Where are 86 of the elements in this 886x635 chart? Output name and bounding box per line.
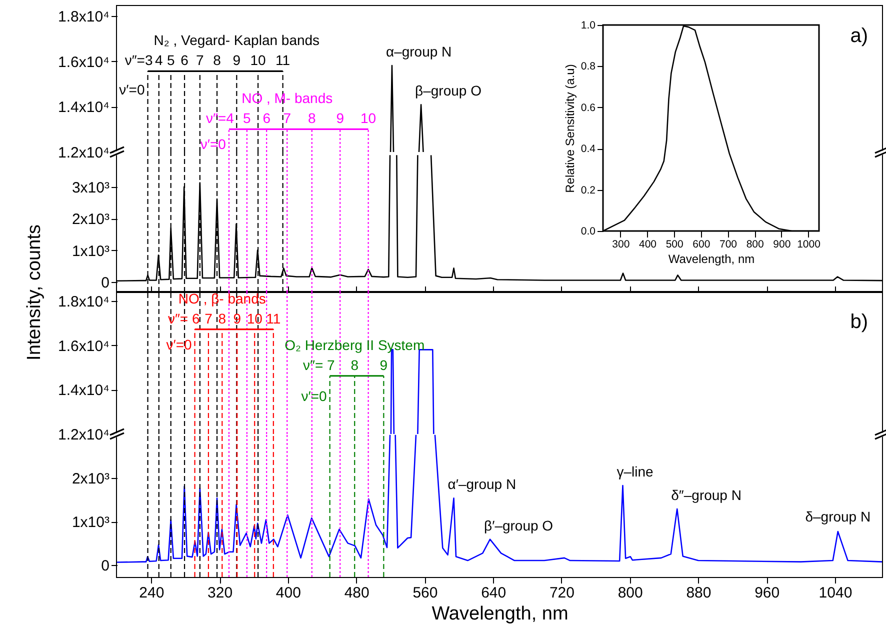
- y-tick-label: 0.2: [580, 184, 596, 196]
- ref-line-label: NO , M- bands: [242, 90, 333, 106]
- y-tick-label: 0.8: [580, 60, 596, 73]
- x-tick-label: 700: [720, 238, 738, 250]
- x-tick-label: 720: [549, 584, 574, 602]
- y-axis-title: Relative Sensitivity (a.u): [562, 64, 577, 193]
- annotation: 6: [180, 52, 189, 68]
- annotation: 9: [233, 310, 242, 326]
- annotation: 7: [196, 52, 204, 68]
- y-tick-label: 0.0: [580, 226, 596, 238]
- annotation: α′–group N: [448, 476, 516, 492]
- annotation: 10: [246, 310, 263, 326]
- x-tick-label: 640: [481, 584, 506, 602]
- x-tick-label: 960: [754, 584, 780, 602]
- annotation: δ″–group N: [671, 486, 742, 503]
- y-tick-label: 1.2x10⁴: [58, 144, 110, 162]
- ref-line-label: O₂ Herzberg II System: [284, 336, 425, 353]
- x-tick-label: 400: [276, 584, 301, 602]
- x-tick-label: 320: [208, 584, 233, 602]
- x-tick-label: 500: [666, 238, 684, 250]
- y-tick-label: 1x10³: [72, 242, 110, 260]
- annotation: 9: [380, 356, 388, 373]
- ref-line-label: N₂ , Vegard- Kaplan bands: [154, 32, 320, 48]
- annotation: a): [850, 25, 868, 47]
- y-tick-label: 2x10³: [72, 211, 110, 228]
- x-tick-label: 1000: [797, 238, 821, 250]
- y-tick-label: 1.4x10⁴: [58, 382, 110, 400]
- annotation: 11: [266, 310, 281, 326]
- x-tick-label: 880: [686, 584, 712, 602]
- y-tick-label: 1.8x10⁴: [58, 293, 110, 310]
- y-tick-label: 3x10³: [72, 179, 110, 196]
- annotation: ν′=0: [200, 136, 226, 152]
- x-axis-title: Wavelength, nm: [668, 252, 755, 266]
- annotation: 7: [204, 310, 213, 326]
- x-tick-label: 600: [692, 238, 710, 250]
- x-axis-title: Wavelength, nm: [432, 604, 568, 624]
- annotation: 5: [166, 52, 175, 68]
- annotation: 8: [350, 356, 359, 373]
- y-tick-label: 1.6x10⁴: [58, 338, 110, 355]
- annotation: 11: [276, 52, 290, 68]
- y-tick-label: 1.4x10⁴: [58, 99, 110, 116]
- annotation: 4: [154, 52, 163, 68]
- annotation: 9: [232, 52, 241, 68]
- annotation: 8: [218, 310, 226, 326]
- annotation: ν″=4: [206, 110, 234, 126]
- annotation: γ–line: [616, 464, 654, 480]
- annotation: 8: [308, 110, 316, 126]
- annotation: ν′=0: [301, 388, 328, 404]
- annotation: 9: [336, 110, 344, 126]
- x-tick-label: 1040: [818, 584, 852, 602]
- y-tick-label: 0.4: [580, 143, 596, 156]
- annotation: ν″= 6: [168, 310, 200, 326]
- x-tick-label: 560: [412, 584, 438, 602]
- y-tick-label: 0: [101, 557, 110, 574]
- annotation: b): [850, 311, 868, 333]
- annotation: β–group O: [415, 82, 482, 99]
- x-tick-label: 800: [746, 238, 764, 250]
- y-tick-label: 0.6: [580, 102, 596, 114]
- x-tick-label: 480: [344, 584, 370, 602]
- annotation: 10: [250, 52, 266, 68]
- annotation: 10: [360, 110, 376, 126]
- x-tick-label: 900: [773, 238, 791, 250]
- ref-line-label: NO , β- bands: [178, 290, 266, 306]
- y-tick-label: 1x10³: [72, 514, 110, 532]
- annotation: 7: [283, 110, 292, 126]
- x-tick-label: 240: [139, 584, 164, 602]
- y-tick-label: 1.0: [580, 20, 596, 32]
- annotation: 5: [243, 110, 252, 126]
- y-tick-label: 1.8x10⁴: [58, 8, 110, 26]
- y-tick-label: 1.2x10⁴: [58, 426, 110, 444]
- y-axis-title: Intensity, counts: [24, 224, 46, 360]
- annotation: δ–group N: [805, 508, 871, 524]
- annotation: ν″= 7: [303, 356, 336, 373]
- y-tick-label: 0: [101, 274, 110, 292]
- annotation: ν″=3: [124, 52, 153, 68]
- x-tick-label: 300: [612, 238, 630, 250]
- x-tick-label: 400: [639, 238, 657, 250]
- annotation: β′–group O: [484, 517, 554, 534]
- x-tick-label: 800: [618, 584, 643, 602]
- annotation: ν′=0: [119, 82, 145, 98]
- annotation: 6: [262, 110, 271, 126]
- y-tick-label: 2x10³: [72, 470, 110, 488]
- annotation: 8: [213, 52, 222, 68]
- annotation: ν′=0: [166, 336, 192, 352]
- annotation: α–group N: [386, 44, 452, 60]
- y-tick-label: 1.6x10⁴: [58, 54, 110, 71]
